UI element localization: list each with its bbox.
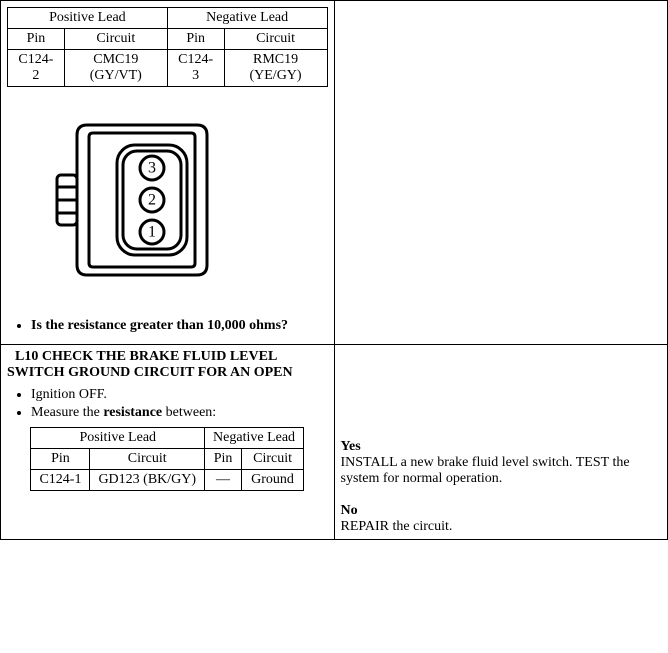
label-circuit: Circuit (90, 449, 205, 470)
header-positive-lead: Positive Lead (31, 428, 205, 449)
top-leads-table: Positive Lead Negative Lead Pin Circuit … (7, 7, 328, 87)
label-pin: Pin (205, 449, 242, 470)
step-right-cell: Yes INSTALL a new brake fluid level swit… (334, 345, 668, 540)
step-heading-text: CHECK THE BRAKE FLUID LEVEL SWITCH GROUN… (7, 349, 293, 380)
step-left-cell: L10 CHECK THE BRAKE FLUID LEVEL SWITCH G… (1, 345, 335, 540)
pos-pin-value: C124-2 (8, 50, 65, 87)
label-pin: Pin (167, 29, 224, 50)
top-right-cell (334, 1, 668, 345)
pos-circuit-value: GD123 (BK/GY) (90, 470, 205, 491)
pos-pin-value: C124-1 (31, 470, 90, 491)
resistance-question: Is the resistance greater than 10,000 oh… (31, 318, 328, 334)
step-bullet-2: Measure the resistance between: (31, 405, 328, 421)
step-bullet-1: Ignition OFF. (31, 387, 328, 403)
header-negative-lead: Negative Lead (205, 428, 304, 449)
label-pin: Pin (8, 29, 65, 50)
step-heading-code: L10 (7, 349, 38, 364)
result-yes-label: Yes (341, 439, 662, 455)
top-left-cell: Positive Lead Negative Lead Pin Circuit … (1, 1, 335, 345)
header-negative-lead: Negative Lead (167, 8, 327, 29)
header-positive-lead: Positive Lead (8, 8, 168, 29)
label-circuit: Circuit (242, 449, 304, 470)
step-heading: L10 CHECK THE BRAKE FLUID LEVEL SWITCH G… (7, 349, 328, 381)
neg-pin-value: — (205, 470, 242, 491)
result-no-label: No (341, 503, 662, 519)
connector-pin-1: 1 (148, 224, 156, 241)
neg-circuit-value: RMC19 (YE/GY) (224, 50, 327, 87)
label-circuit: Circuit (224, 29, 327, 50)
result-yes-text: INSTALL a new brake fluid level switch. … (341, 455, 662, 487)
connector-pin-3: 3 (148, 160, 156, 177)
step-leads-table: Positive Lead Negative Lead Pin Circuit … (30, 427, 304, 491)
label-pin: Pin (31, 449, 90, 470)
label-circuit: Circuit (64, 29, 167, 50)
result-no-text: REPAIR the circuit. (341, 519, 662, 535)
pos-circuit-value: CMC19 (GY/VT) (64, 50, 167, 87)
neg-circuit-value: Ground (242, 470, 304, 491)
connector-diagram: 3 2 1 (27, 105, 328, 310)
connector-pin-2: 2 (148, 192, 156, 209)
neg-pin-value: C124-3 (167, 50, 224, 87)
